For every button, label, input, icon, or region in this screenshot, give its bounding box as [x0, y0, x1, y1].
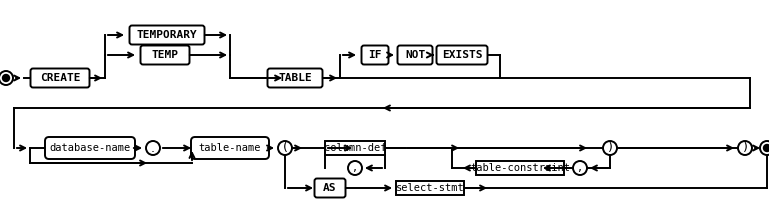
FancyBboxPatch shape [31, 68, 89, 88]
FancyBboxPatch shape [437, 46, 488, 64]
Text: ,: , [353, 162, 357, 174]
Text: .: . [151, 142, 155, 154]
FancyBboxPatch shape [268, 68, 322, 88]
Text: AS: AS [323, 183, 337, 193]
Text: ): ) [608, 142, 612, 154]
Bar [396, 181, 464, 195]
Text: EXISTS: EXISTS [441, 50, 482, 60]
Circle shape [146, 141, 160, 155]
Text: TABLE: TABLE [278, 73, 312, 83]
FancyBboxPatch shape [315, 178, 345, 198]
Text: (: ( [282, 142, 288, 154]
Text: IF: IF [368, 50, 381, 60]
Circle shape [764, 144, 769, 152]
FancyBboxPatch shape [398, 46, 432, 64]
Circle shape [738, 141, 752, 155]
Circle shape [603, 141, 617, 155]
FancyBboxPatch shape [45, 137, 135, 159]
Text: table-constraint: table-constraint [470, 163, 570, 173]
Circle shape [278, 141, 292, 155]
Text: ,: , [578, 162, 582, 174]
Text: NOT: NOT [404, 50, 425, 60]
Circle shape [348, 161, 362, 175]
FancyBboxPatch shape [191, 137, 269, 159]
Text: table-name: table-name [198, 143, 261, 153]
Text: select-stmt: select-stmt [395, 183, 464, 193]
Text: database-name: database-name [49, 143, 131, 153]
Text: ): ) [743, 142, 747, 154]
Text: column-def: column-def [324, 143, 386, 153]
Circle shape [2, 74, 9, 82]
Bar [476, 161, 564, 175]
Text: TEMPORARY: TEMPORARY [137, 30, 198, 40]
Text: TEMP: TEMP [151, 50, 178, 60]
FancyBboxPatch shape [129, 25, 205, 45]
Circle shape [573, 161, 587, 175]
FancyBboxPatch shape [141, 46, 189, 64]
FancyBboxPatch shape [361, 46, 388, 64]
Text: CREATE: CREATE [40, 73, 80, 83]
Bar [325, 141, 385, 155]
